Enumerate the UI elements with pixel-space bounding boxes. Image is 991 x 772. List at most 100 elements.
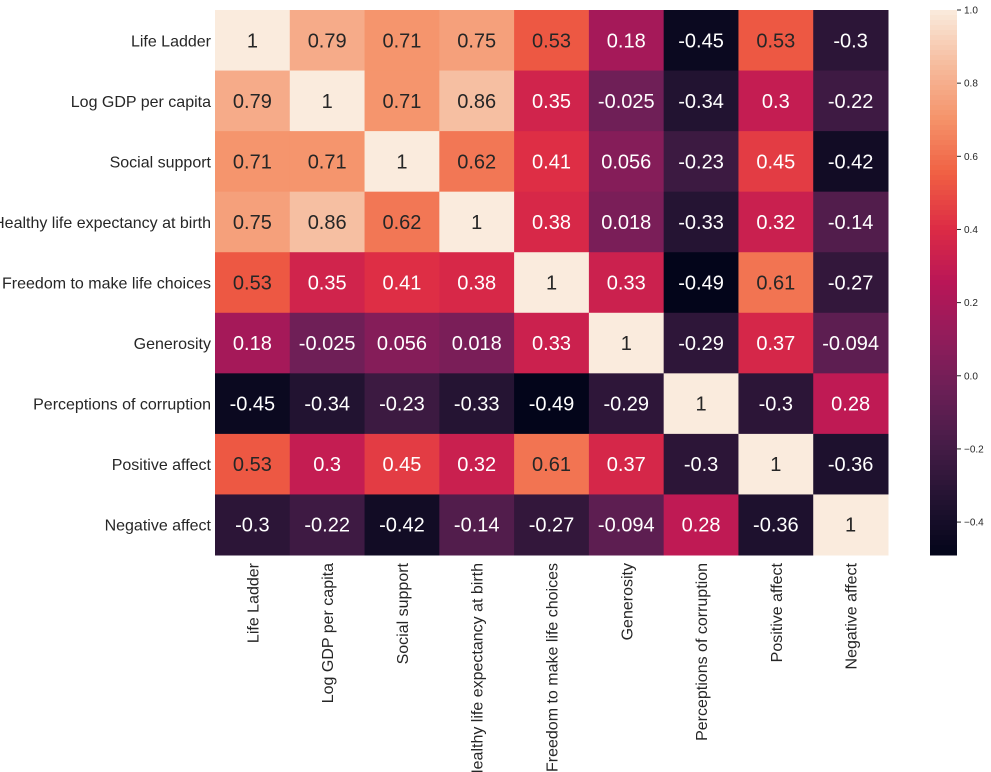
colorbar-segment — [930, 390, 957, 396]
colorbar-segment — [930, 285, 957, 291]
colorbar-segment — [930, 370, 957, 376]
colorbar-tick-label: 1.0 — [964, 6, 978, 17]
cell-annotation: 0.71 — [382, 30, 421, 52]
colorbar-segment — [930, 300, 957, 306]
colorbar-segment — [930, 165, 957, 171]
colorbar-tick-label: 0.2 — [964, 298, 978, 309]
colorbar-segment — [930, 310, 957, 316]
cell-annotation: 0.45 — [756, 151, 795, 173]
heatmap-cell — [663, 191, 739, 253]
cell-annotation: 0.53 — [532, 30, 571, 52]
cell-annotation: 0.86 — [457, 91, 496, 113]
colorbar-segment — [930, 55, 957, 61]
colorbar-segment — [930, 70, 957, 76]
heatmap-cell — [588, 433, 665, 495]
colorbar-segment — [930, 155, 957, 161]
heatmap-cell — [364, 10, 440, 72]
heatmap-cell — [738, 10, 814, 72]
heatmap-cell — [663, 312, 739, 374]
heatmap-cell — [364, 70, 440, 132]
cell-annotation: 0.28 — [682, 515, 721, 537]
colorbar-tick-label: 0.6 — [964, 152, 978, 163]
colorbar-segment — [930, 135, 957, 141]
cell-annotation: 0.61 — [756, 273, 795, 295]
colorbar-segment — [930, 395, 957, 401]
heatmap-cell — [813, 494, 889, 556]
cell-annotation: 0.38 — [532, 212, 571, 234]
y-tick-label: Negative affect — [105, 518, 212, 535]
cell-annotation: 0.75 — [233, 212, 272, 234]
colorbar-segment — [930, 525, 957, 531]
colorbar-segment — [930, 375, 957, 381]
colorbar-segment — [930, 25, 957, 31]
heatmap-cell — [215, 70, 291, 132]
colorbar-segment — [930, 30, 957, 36]
colorbar-segment — [930, 465, 957, 471]
heatmap-cell — [514, 252, 590, 314]
heatmap-cell — [364, 252, 440, 314]
colorbar-tick-label: 0.0 — [964, 371, 978, 382]
heatmap-cell — [588, 252, 665, 314]
colorbar-segment — [930, 125, 957, 131]
cell-annotation: 0.53 — [233, 273, 272, 295]
colorbar-segment — [930, 150, 957, 156]
colorbar-segment — [930, 405, 957, 411]
colorbar-segment — [930, 35, 957, 41]
cell-annotation: -0.42 — [379, 515, 425, 537]
colorbar-segment — [930, 250, 957, 256]
cell-annotation: -0.49 — [529, 394, 575, 416]
colorbar-segment — [930, 60, 957, 66]
colorbar-segment — [930, 85, 957, 91]
colorbar-segment — [930, 145, 957, 151]
cell-annotation: -0.3 — [759, 394, 793, 416]
heatmap-cell — [813, 131, 889, 193]
cell-annotation: -0.3 — [833, 30, 867, 52]
colorbar-segment — [930, 215, 957, 221]
cell-annotation: 0.37 — [756, 333, 795, 355]
y-tick-label: Generosity — [134, 336, 211, 353]
colorbar-segment — [930, 110, 957, 116]
colorbar-tick-label: −0.4 — [964, 518, 984, 529]
cell-annotation: 0.53 — [233, 454, 272, 476]
cell-annotation: 1 — [396, 151, 407, 173]
cell-annotation: 0.35 — [308, 273, 347, 295]
colorbar-segment — [930, 220, 957, 226]
cell-annotation: -0.42 — [828, 151, 874, 173]
cell-annotation: -0.45 — [678, 30, 724, 52]
cell-annotation: -0.025 — [598, 91, 655, 113]
cell-annotation: -0.34 — [678, 91, 724, 113]
colorbar-segment — [930, 45, 957, 51]
cell-annotation: -0.34 — [304, 394, 350, 416]
colorbar-segment — [930, 280, 957, 286]
colorbar-segment — [930, 290, 957, 296]
colorbar-segment — [930, 140, 957, 146]
y-tick-label: Log GDP per capita — [71, 94, 211, 111]
cell-annotation: 0.018 — [601, 212, 651, 234]
colorbar-tick-label: 0.4 — [964, 225, 978, 236]
colorbar-segment — [930, 170, 957, 176]
heatmap-cell — [588, 191, 665, 253]
colorbar-segment — [930, 120, 957, 126]
cell-annotation: 0.62 — [457, 151, 496, 173]
colorbar-segment — [930, 340, 957, 346]
heatmap-cell — [289, 252, 366, 314]
colorbar-segment — [930, 270, 957, 276]
cell-annotation: -0.22 — [828, 91, 874, 113]
cell-annotation: -0.36 — [753, 515, 799, 537]
heatmap-cell — [514, 312, 590, 374]
heatmap-cell — [813, 10, 889, 72]
cell-annotation: -0.094 — [598, 515, 655, 537]
heatmap-cell — [215, 10, 291, 72]
colorbar-segment — [930, 260, 957, 266]
colorbar-segment — [930, 500, 957, 506]
colorbar-segment — [930, 520, 957, 526]
x-tick-label: Negative affect — [844, 562, 861, 669]
colorbar-segment — [930, 350, 957, 356]
colorbar-segment — [930, 65, 957, 71]
colorbar-segment — [930, 510, 957, 516]
colorbar-segment — [930, 255, 957, 261]
cell-annotation: 0.18 — [607, 30, 646, 52]
cell-annotation: 0.33 — [607, 273, 646, 295]
heatmap-cell — [364, 312, 440, 374]
